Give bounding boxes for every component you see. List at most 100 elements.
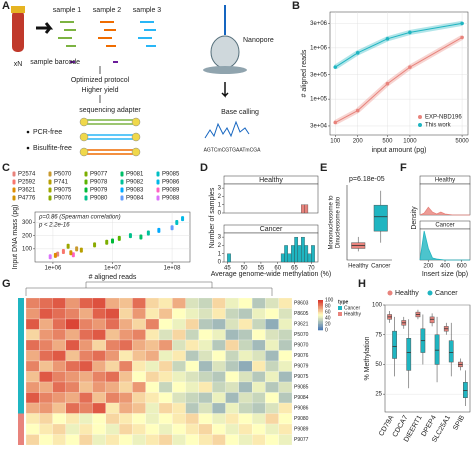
bar (311, 245, 315, 263)
heat-cell (118, 434, 133, 446)
legend-label: Cancer (435, 290, 458, 297)
x-tick-label: 55 (258, 266, 265, 272)
legend-marker (120, 179, 124, 185)
density-area (420, 230, 470, 260)
heat-cell (238, 339, 253, 351)
colorbar-step (318, 309, 323, 311)
heat-cell (39, 434, 53, 446)
heat-cell (172, 402, 186, 414)
x-axis-label: Insert size (bp) (422, 271, 468, 278)
heat-cell (39, 413, 53, 425)
label: Base calling (221, 109, 259, 116)
heat-cell (65, 402, 80, 414)
heat-cell (65, 339, 80, 351)
label: sample 2 (93, 7, 122, 14)
heat-cell (158, 360, 173, 372)
heat-cell (25, 392, 40, 404)
row-type (18, 392, 24, 403)
point (333, 120, 338, 125)
heat-cell (212, 329, 226, 341)
heat-cell (238, 402, 253, 414)
y-tick-label: 1 (218, 202, 222, 208)
heat-cell (39, 423, 53, 435)
point (385, 81, 390, 86)
heat-cell (105, 413, 120, 425)
legend-marker (84, 179, 88, 185)
legend-label: P9081 (126, 172, 144, 178)
adapters (79, 117, 141, 157)
x-tick-label: 65 (291, 266, 298, 272)
row-label: P9079 (294, 364, 309, 370)
legend-label: Healthy (344, 311, 361, 317)
heat-cell (158, 297, 173, 309)
y-tick-label: 2 (218, 243, 222, 249)
y-tick-label: 3e+04 (310, 124, 328, 130)
heat-cell (198, 360, 213, 372)
box (373, 204, 388, 232)
heat-cell (158, 392, 173, 404)
heat-cell (65, 329, 80, 341)
heat-cell (118, 402, 133, 414)
heat-cell (158, 423, 173, 435)
heat-cell (92, 402, 106, 414)
panel-label: C (2, 162, 10, 174)
heat-cell (225, 350, 239, 362)
label: Higher yield (82, 87, 119, 94)
heat-cell (25, 360, 40, 372)
label: sequencing adapter (79, 107, 141, 114)
legend-marker (12, 171, 16, 177)
heat-cell (238, 371, 253, 383)
row-type (18, 298, 24, 309)
heat-cell (92, 329, 106, 341)
legend-label: P9083 (126, 188, 144, 194)
heat-cell (185, 329, 200, 341)
heat-cell (145, 360, 160, 372)
label: sample barcode (30, 59, 80, 66)
heat-cell (132, 392, 146, 404)
legend-label: P5070 (54, 172, 72, 178)
heat-cell (118, 339, 133, 351)
heat-cell (238, 308, 253, 320)
heat-cell (145, 318, 160, 330)
heat-cell (185, 308, 200, 320)
heat-cell (225, 297, 239, 309)
plot-bg (329, 11, 469, 136)
density-line (419, 206, 470, 216)
heat-cell (212, 318, 226, 330)
heat-cell (145, 371, 160, 383)
x-tick-label: 1000 (403, 139, 417, 145)
row-label: P5070 (294, 332, 309, 338)
heat-cell (198, 308, 213, 320)
y-tick-label: 1 (218, 251, 222, 257)
heat-cell (39, 329, 53, 341)
heat-cell (65, 318, 80, 330)
heat-cell (39, 308, 53, 320)
heat-cell (238, 329, 253, 341)
y-tick-label: 0 (218, 211, 222, 217)
heat-cell (145, 413, 160, 425)
row-label: P9089 (294, 427, 309, 433)
heat-cell (132, 360, 146, 372)
tube-cap (11, 6, 25, 13)
y-tick-label: 1e+05 (310, 97, 328, 103)
heat-cell (238, 318, 253, 330)
heat-cell (172, 297, 186, 309)
facet-label: Cancer (435, 223, 454, 229)
heat-cell (185, 413, 200, 425)
heat-cell (79, 381, 93, 393)
heat-cell (25, 339, 40, 351)
heat-cell (265, 360, 279, 372)
heat-cell (118, 350, 133, 362)
heat-cell (238, 381, 253, 393)
heat-cell (172, 381, 186, 393)
y-tick-label: 75 (375, 332, 382, 338)
label: Bisulfite-free (33, 145, 72, 152)
y-tick-label: 3 (218, 186, 222, 192)
heat-cell (79, 413, 93, 425)
colorbar-step (318, 328, 323, 331)
colorbar-step (318, 300, 323, 302)
heat-cell (252, 360, 266, 372)
heat-cell (225, 318, 239, 330)
heat-cell (118, 392, 133, 404)
